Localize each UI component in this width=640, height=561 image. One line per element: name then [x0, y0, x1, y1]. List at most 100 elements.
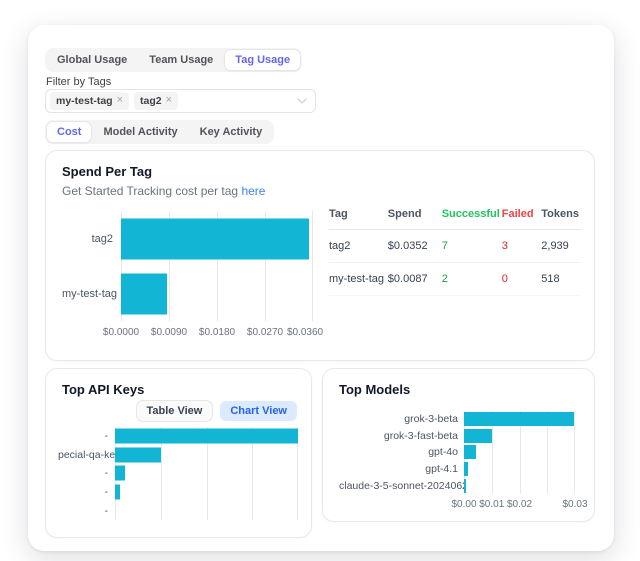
- bar: [121, 273, 168, 314]
- bar: [115, 465, 126, 481]
- col-header-tokens: Tokens: [541, 203, 581, 230]
- category-label: grok-3-beta: [404, 413, 458, 426]
- filter-by-tags-label: Filter by Tags: [46, 76, 112, 88]
- bar: [464, 445, 477, 460]
- chart-row: gpt-4o: [339, 444, 575, 461]
- col-header-spend: Spend: [387, 203, 442, 230]
- bar-track: [464, 444, 575, 461]
- here-link[interactable]: here: [241, 184, 266, 198]
- table-header-row: Tag Spend Successful Failed Tokens: [329, 203, 581, 230]
- tag-chip: my-test-tag ×: [50, 92, 130, 110]
- cell-tokens: 2,939: [541, 229, 581, 263]
- cell-failed: 0: [501, 262, 542, 296]
- category-label: claude-3-5-sonnet-20240620: [339, 479, 464, 492]
- chart-row: -: [58, 427, 298, 446]
- bar-track: [464, 461, 575, 478]
- tag-chip-label: tag2: [140, 94, 162, 107]
- tab-tag-usage[interactable]: Tag Usage: [225, 50, 301, 70]
- tab-team-usage[interactable]: Team Usage: [149, 54, 214, 66]
- chart-row: grok-3-beta: [339, 411, 575, 428]
- col-header-tag: Tag: [329, 203, 388, 230]
- remove-tag-icon[interactable]: ×: [165, 94, 173, 107]
- x-tick-label: $0.01: [479, 499, 505, 510]
- cell-tokens: 518: [541, 262, 581, 296]
- category-label: my-test-tag: [62, 287, 118, 300]
- remove-tag-icon[interactable]: ×: [116, 94, 124, 107]
- x-tick-label: $0.0090: [150, 327, 188, 338]
- top-api-keys-card: Top API Keys Table View Chart View - pec…: [45, 368, 312, 538]
- spend-per-tag-table: Tag Spend Successful Failed Tokens tag2 …: [329, 203, 581, 296]
- cell-successful: 7: [441, 229, 502, 263]
- category-label: -: [104, 486, 109, 499]
- bar: [464, 412, 574, 427]
- table-view-button[interactable]: Table View: [136, 401, 213, 421]
- category-label: -: [104, 430, 109, 443]
- x-tick-label: $0.02: [506, 499, 533, 510]
- tag-filter-select[interactable]: my-test-tag × tag2 ×: [45, 89, 316, 113]
- bar: [464, 462, 469, 477]
- spend-per-tag-chart: tag2 my-test-tag $0.0000 $0.0090 $0.0180…: [62, 211, 323, 345]
- tab-cost[interactable]: Cost: [47, 122, 92, 142]
- chart-row: tag2: [62, 211, 313, 266]
- tab-model-activity[interactable]: Model Activity: [103, 126, 178, 138]
- chart-row: grok-3-fast-beta: [339, 428, 575, 445]
- chart-row: -: [58, 483, 298, 502]
- table-row: tag2 $0.0352 7 3 2,939: [329, 229, 581, 263]
- cell-failed: 3: [501, 229, 542, 263]
- table-row: my-test-tag $0.0087 2 0 518: [329, 262, 581, 296]
- category-label: -: [104, 504, 109, 517]
- subtitle-text: Get Started Tracking cost per tag: [62, 184, 239, 198]
- x-tick-label: $0.00: [451, 499, 477, 510]
- x-tick-label: $0.0360: [286, 327, 324, 338]
- bar-track: [464, 428, 575, 445]
- cell-successful: 2: [441, 262, 502, 296]
- category-label: gpt-4o: [428, 446, 458, 459]
- x-tick-label: $0.03: [562, 499, 588, 510]
- bar-track: [121, 211, 313, 266]
- bar: [115, 428, 298, 444]
- chart-row: my-test-tag: [62, 266, 313, 321]
- view-tabs: Cost Model Activity Key Activity: [45, 120, 275, 144]
- bar-track: [115, 501, 298, 520]
- tab-key-activity[interactable]: Key Activity: [199, 126, 263, 138]
- tag-chip-label: my-test-tag: [56, 94, 113, 107]
- bar-track: [115, 427, 298, 446]
- tag-chip: tag2 ×: [134, 92, 179, 110]
- chart-row: gpt-4.1: [339, 461, 575, 478]
- chart-row: claude-3-5-sonnet-20240620: [339, 477, 575, 494]
- bar-track: [464, 411, 575, 428]
- card-title: Top API Keys: [62, 382, 145, 397]
- x-tick-label: $0.0000: [102, 327, 140, 338]
- x-tick-label: $0.0270: [246, 327, 284, 338]
- bar-track: [115, 483, 298, 502]
- cell-tag: my-test-tag: [329, 262, 388, 296]
- bar: [115, 447, 161, 463]
- category-label: tag2: [91, 232, 113, 245]
- card-title: Top Models: [339, 382, 411, 397]
- chart-gridlines: [121, 211, 313, 321]
- category-label: pecial-qa-key: [58, 448, 115, 461]
- card-title: Spend Per Tag: [62, 164, 153, 179]
- bar: [464, 478, 467, 493]
- bar-track: [115, 446, 298, 465]
- x-tick-label: $0.0180: [198, 327, 236, 338]
- category-label: grok-3-fast-beta: [383, 429, 458, 442]
- chevron-down-icon: [297, 98, 307, 104]
- cell-tag: tag2: [329, 229, 388, 263]
- bar-track: [115, 464, 298, 483]
- card-subtitle: Get Started Tracking cost per tag here: [62, 184, 265, 198]
- top-api-keys-chart: - pecial-qa-key - - -: [58, 427, 298, 520]
- chart-row: -: [58, 501, 298, 520]
- top-models-card: Top Models grok-3-beta grok-3-fast-beta …: [322, 368, 595, 522]
- bar: [121, 218, 309, 259]
- chart-row: pecial-qa-key: [58, 446, 298, 465]
- category-label: gpt-4.1: [425, 463, 458, 476]
- app-window: Global Usage Team Usage Tag Usage Filter…: [28, 25, 614, 551]
- usage-tabs: Global Usage Team Usage Tag Usage: [45, 48, 303, 72]
- col-header-successful: Successful: [441, 203, 502, 230]
- bar-track: [121, 266, 313, 321]
- chart-view-button[interactable]: Chart View: [220, 401, 297, 421]
- tab-global-usage[interactable]: Global Usage: [57, 54, 128, 66]
- spend-per-tag-card: Spend Per Tag Get Started Tracking cost …: [45, 150, 595, 361]
- view-toggle: Table View Chart View: [136, 401, 297, 421]
